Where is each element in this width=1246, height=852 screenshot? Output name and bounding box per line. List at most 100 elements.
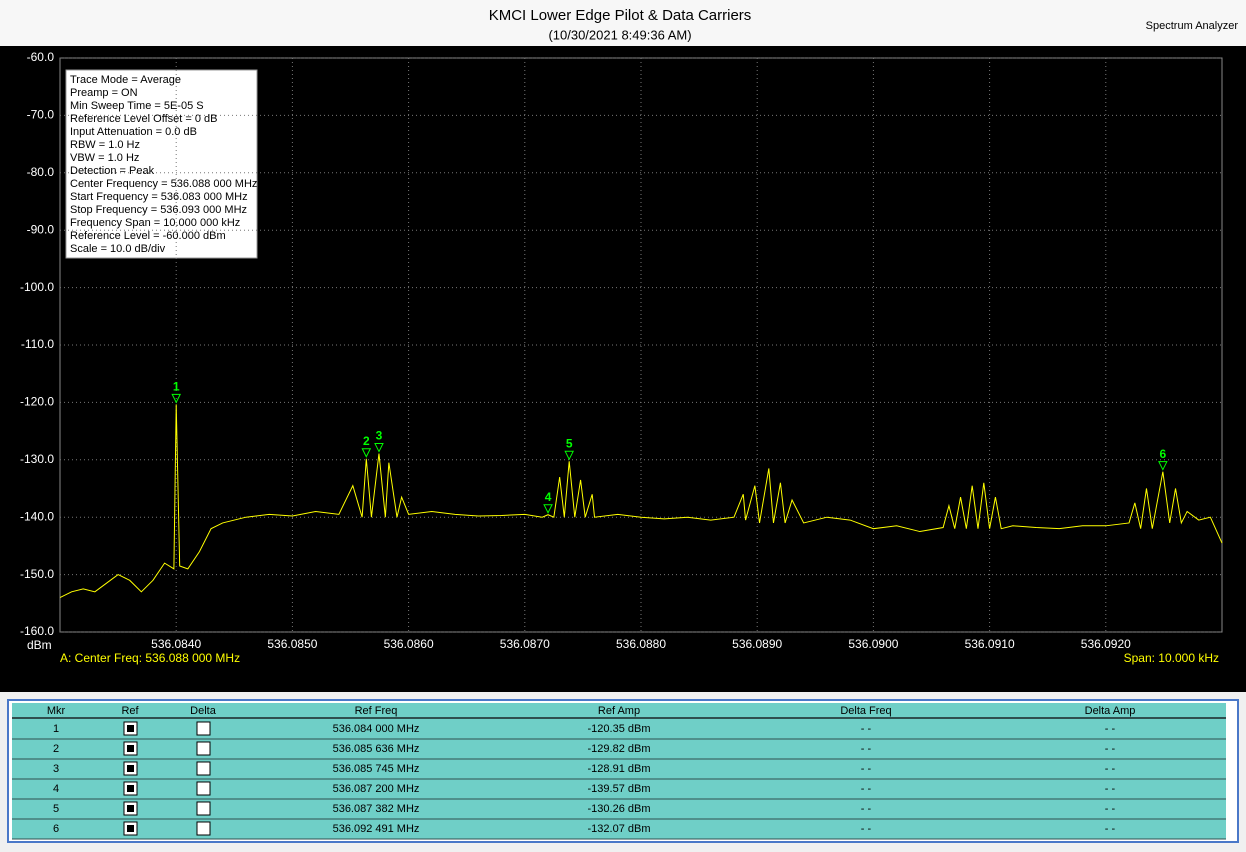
app-label: Spectrum Analyzer <box>1146 20 1239 32</box>
y-tick-label: -70.0 <box>27 108 55 122</box>
ref-check <box>127 785 134 792</box>
delta-checkbox <box>196 741 211 756</box>
table-header: Delta Amp <box>1085 705 1136 717</box>
table-cell: - - <box>861 823 872 835</box>
ref-check <box>127 745 134 752</box>
x-tick-label: 536.0920 <box>1081 637 1131 651</box>
y-tick-label: -140.0 <box>20 509 54 523</box>
table-cell: - - <box>861 743 872 755</box>
marker-label: 2 <box>363 434 370 448</box>
table-cell: - - <box>1105 783 1116 795</box>
y-tick-label: -80.0 <box>27 165 55 179</box>
table-header: Delta Freq <box>840 705 891 717</box>
table-cell: 6 <box>53 823 59 835</box>
marker <box>1158 461 1168 471</box>
footer-left: A: Center Freq: 536.088 000 MHz <box>60 651 240 665</box>
x-tick-label: 536.0900 <box>848 637 898 651</box>
y-tick-label: -160.0 <box>20 624 54 638</box>
title-bar <box>0 0 1246 46</box>
x-tick-label: 536.0860 <box>384 637 434 651</box>
y-tick-label: -130.0 <box>20 452 54 466</box>
x-tick-label: 536.0870 <box>500 637 550 651</box>
x-tick-label: 536.0880 <box>616 637 666 651</box>
info-line: Min Sweep Time = 5E-05 S <box>70 100 204 112</box>
marker <box>543 504 553 514</box>
marker <box>361 448 372 458</box>
y-tick-label: -60.0 <box>27 50 55 64</box>
table-cell: 4 <box>53 783 59 795</box>
delta-checkbox <box>196 821 211 836</box>
info-line: Frequency Span = 10.000 000 kHz <box>70 217 240 229</box>
y-tick-label: -120.0 <box>20 395 54 409</box>
marker-table <box>12 703 1226 839</box>
info-line: Reference Level Offset = 0 dB <box>70 113 217 125</box>
info-line: Detection = Peak <box>70 165 155 177</box>
table-cell: -128.91 dBm <box>588 763 651 775</box>
y-tick-label: -90.0 <box>27 222 55 236</box>
table-cell: - - <box>1105 723 1116 735</box>
table-cell: - - <box>861 803 872 815</box>
y-tick-label: -100.0 <box>20 280 54 294</box>
table-header: Mkr <box>47 705 66 717</box>
table-cell: 2 <box>53 743 59 755</box>
marker-label: 6 <box>1160 447 1167 461</box>
ref-check <box>127 765 134 772</box>
chart-title: KMCI Lower Edge Pilot & Data Carriers <box>489 7 752 24</box>
table-cell: - - <box>861 763 872 775</box>
table-cell: - - <box>1105 763 1116 775</box>
table-cell: 536.085 636 MHz <box>333 743 420 755</box>
info-line: Reference Level = -60.000 dBm <box>70 230 226 242</box>
table-cell: -132.07 dBm <box>588 823 651 835</box>
delta-checkbox <box>196 801 211 816</box>
info-line: Center Frequency = 536.088 000 MHz <box>70 178 257 190</box>
marker-label: 3 <box>376 429 383 443</box>
table-cell: 536.092 491 MHz <box>333 823 420 835</box>
marker-label: 4 <box>545 490 552 504</box>
trace <box>59 404 1223 599</box>
table-header: Ref <box>121 705 139 717</box>
info-line: Start Frequency = 536.083 000 MHz <box>70 191 248 203</box>
delta-checkbox <box>196 781 211 796</box>
table-cell: - - <box>861 783 872 795</box>
x-tick-label: 536.0890 <box>732 637 782 651</box>
chart-subtitle: (10/30/2021 8:49:36 AM) <box>548 27 691 42</box>
y-tick-label: -110.0 <box>21 337 54 351</box>
x-tick-label: 536.0850 <box>267 637 317 651</box>
delta-checkbox <box>196 761 211 776</box>
table-cell: -120.35 dBm <box>588 723 651 735</box>
table-cell: - - <box>1105 743 1116 755</box>
table-cell: 536.087 382 MHz <box>333 803 420 815</box>
marker-label: 1 <box>173 380 180 394</box>
x-tick-label: 536.0910 <box>965 637 1015 651</box>
info-line: Input Attenuation = 0.0 dB <box>70 126 197 138</box>
info-line: Preamp = ON <box>70 87 138 99</box>
y-tick-label: -150.0 <box>20 567 54 581</box>
table-header: Delta <box>190 705 217 717</box>
table-cell: 536.087 200 MHz <box>333 783 420 795</box>
info-line: VBW = 1.0 Hz <box>70 152 139 164</box>
table-cell: -130.26 dBm <box>588 803 651 815</box>
ref-check <box>127 725 134 732</box>
info-line: Stop Frequency = 536.093 000 MHz <box>70 204 247 216</box>
marker-label: 5 <box>566 436 573 450</box>
marker <box>564 450 574 461</box>
info-line: Scale = 10.0 dB/div <box>70 243 166 255</box>
table-cell: - - <box>1105 823 1116 835</box>
marker <box>374 443 384 453</box>
table-header: Ref Freq <box>355 705 398 717</box>
table-cell: 536.084 000 MHz <box>333 723 420 735</box>
table-cell: 536.085 745 MHz <box>333 763 420 775</box>
info-box <box>65 69 258 259</box>
table-cell: - - <box>861 723 872 735</box>
info-line: RBW = 1.0 Hz <box>70 139 140 151</box>
footer-right: Span: 10.000 kHz <box>1124 651 1219 665</box>
table-header: Ref Amp <box>598 705 640 717</box>
y-unit: dBm <box>27 638 52 652</box>
table-cell: 3 <box>53 763 59 775</box>
marker <box>171 393 182 404</box>
table-cell: -129.82 dBm <box>588 743 651 755</box>
table-cell: 1 <box>53 723 59 735</box>
table-cell: 5 <box>53 803 59 815</box>
